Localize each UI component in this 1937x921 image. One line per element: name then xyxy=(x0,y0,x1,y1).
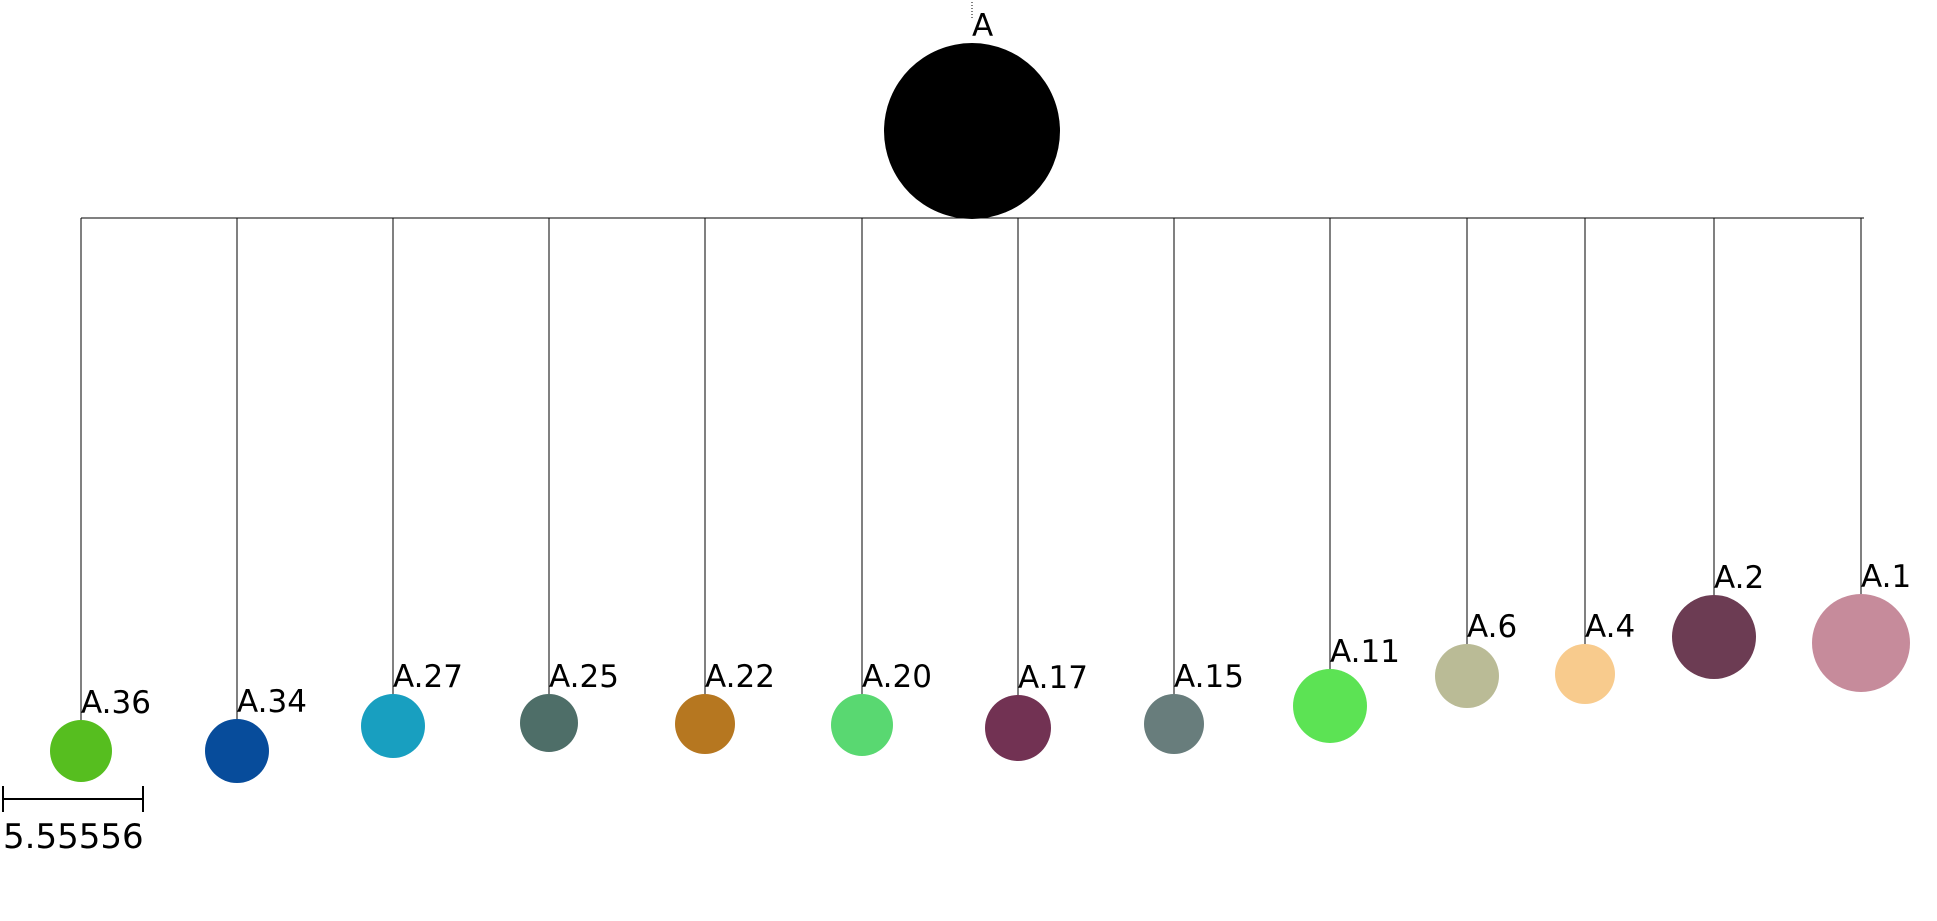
root-label: A xyxy=(972,8,993,44)
node-A-34[interactable] xyxy=(205,719,269,783)
node-label-A-34: A.34 xyxy=(237,684,307,720)
node-A-20[interactable] xyxy=(831,694,893,756)
node-A-1[interactable] xyxy=(1812,594,1910,692)
node-A-11[interactable] xyxy=(1293,669,1367,743)
node-label-A-6: A.6 xyxy=(1467,609,1517,645)
node-label-A-11: A.11 xyxy=(1330,634,1400,670)
node-A-17[interactable] xyxy=(985,695,1051,761)
node-A-36[interactable] xyxy=(50,720,112,782)
node-A-27[interactable] xyxy=(361,694,425,758)
scale-bar: 5.55556 xyxy=(2,786,144,857)
node-label-A-2: A.2 xyxy=(1714,560,1764,596)
node-A-2[interactable] xyxy=(1672,595,1756,679)
node-label-A-4: A.4 xyxy=(1585,609,1635,645)
node-A-25[interactable] xyxy=(520,694,578,752)
node-label-A-22: A.22 xyxy=(705,659,775,695)
scale-bar-label: 5.55556 xyxy=(3,817,144,857)
node-A-15[interactable] xyxy=(1144,694,1204,754)
node-label-A-20: A.20 xyxy=(862,659,932,695)
node-A-4[interactable] xyxy=(1555,644,1615,704)
node-label-A-25: A.25 xyxy=(549,659,619,695)
node-label-A-15: A.15 xyxy=(1174,659,1244,695)
child-nodes: A.36 A.34 A.27 A.25 A.22 A.20 A.17 A.15 A.11 A.6 A… xyxy=(50,218,1911,783)
node-label-A-1: A.1 xyxy=(1861,559,1911,595)
node-label-A-17: A.17 xyxy=(1018,660,1088,696)
node-A-6[interactable] xyxy=(1435,644,1499,708)
node-label-A-36: A.36 xyxy=(81,685,151,721)
root-node[interactable] xyxy=(884,43,1060,219)
node-label-A-27: A.27 xyxy=(393,659,463,695)
node-A-22[interactable] xyxy=(675,694,735,754)
